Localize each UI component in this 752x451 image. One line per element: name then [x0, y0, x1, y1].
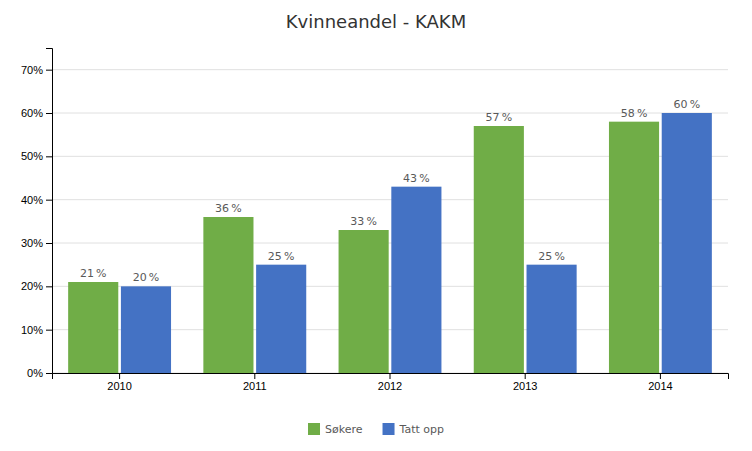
- data-label: 43 %: [403, 172, 430, 185]
- tick-label: 50%: [21, 150, 43, 162]
- tick-label: 30%: [21, 237, 43, 249]
- x-axis: 2010 2011 2012 2013 2014: [53, 373, 729, 392]
- legend-swatch: [383, 423, 395, 435]
- data-label: 21 %: [80, 267, 107, 280]
- legend-label: Tatt opp: [399, 423, 444, 436]
- tick-mark: [254, 373, 255, 379]
- tick-mark: [525, 373, 526, 379]
- plot: 21 % 36 % 33 % 57 % 58 % 20 % 25 % 43 % 25 % 60 %…: [21, 49, 729, 392]
- tick-mark: [46, 70, 52, 71]
- data-label: 58 %: [621, 107, 648, 120]
- tick-mark: [46, 243, 52, 244]
- tick: 2011: [243, 373, 267, 392]
- tick: 60%: [21, 107, 52, 119]
- data-label: 25 %: [268, 250, 295, 263]
- bars: [68, 113, 712, 373]
- tick: 2013: [513, 373, 537, 392]
- data-label: 25 %: [538, 250, 565, 263]
- bar: [391, 187, 441, 373]
- bar: [256, 265, 306, 373]
- tick-label: 20%: [21, 280, 43, 292]
- data-labels: 21 % 36 % 33 % 57 % 58 % 20 % 25 % 43 % 25 % 60 %: [80, 98, 700, 284]
- tick-mark: [46, 286, 52, 287]
- bar: [68, 282, 118, 373]
- bar: [339, 230, 389, 373]
- tick: 50%: [21, 150, 52, 162]
- tick-mark: [46, 156, 52, 157]
- grid: [52, 70, 728, 373]
- tick-mark: [390, 373, 391, 379]
- series: [68, 122, 659, 373]
- bar: [609, 122, 659, 373]
- tick-label: 2014: [648, 380, 672, 392]
- tick-label: 2011: [243, 380, 267, 392]
- tick-label: 40%: [21, 194, 43, 206]
- tick-mark: [46, 330, 52, 331]
- legend-item: Tatt opp: [383, 423, 444, 436]
- bar: [527, 265, 577, 373]
- bar: [121, 286, 171, 373]
- tick: 20%: [21, 280, 52, 292]
- data-label: 57 %: [485, 111, 512, 124]
- axis-line: [53, 374, 729, 380]
- bar: [474, 126, 524, 373]
- tick-label: 10%: [21, 324, 43, 336]
- tick-mark: [660, 373, 661, 379]
- tick-label: 70%: [21, 64, 43, 76]
- chart: Kvinneandel - KAKM 21 % 36 % 33 % 57 % 58 % 20…: [0, 0, 752, 451]
- tick: 2010: [107, 373, 131, 392]
- tick-label: 60%: [21, 107, 43, 119]
- tick: 0%: [27, 367, 52, 379]
- legend: Søkere Tatt opp: [308, 423, 444, 436]
- tick-label: 2013: [513, 380, 537, 392]
- tick: 70%: [21, 64, 52, 76]
- tick-label: 2010: [107, 380, 131, 392]
- legend-swatch: [308, 423, 320, 435]
- axis-line: [46, 49, 53, 374]
- data-label: 33 %: [350, 215, 377, 228]
- bar: [203, 217, 253, 373]
- title: Kvinneandel - KAKM: [286, 11, 466, 32]
- bar: [662, 113, 712, 373]
- y-axis: 0% 10% 20% 30% 40% 50% 60% 70%: [21, 49, 53, 380]
- tick-mark: [46, 113, 52, 114]
- series: [121, 113, 712, 373]
- tick-mark: [46, 200, 52, 201]
- tick-label: 0%: [27, 367, 43, 379]
- tick: 10%: [21, 324, 52, 336]
- legend-item: Søkere: [308, 423, 363, 436]
- data-label: 20 %: [133, 271, 160, 284]
- tick: 30%: [21, 237, 52, 249]
- tick: 2014: [648, 373, 672, 392]
- grid-line: [52, 69, 728, 70]
- data-label: 36 %: [215, 202, 242, 215]
- tick-mark: [46, 373, 52, 374]
- tick-label: 2012: [378, 380, 402, 392]
- tick-mark: [119, 373, 120, 379]
- data-label: 60 %: [673, 98, 700, 111]
- tick: 40%: [21, 194, 52, 206]
- tick: 2012: [378, 373, 402, 392]
- legend-label: Søkere: [325, 423, 363, 436]
